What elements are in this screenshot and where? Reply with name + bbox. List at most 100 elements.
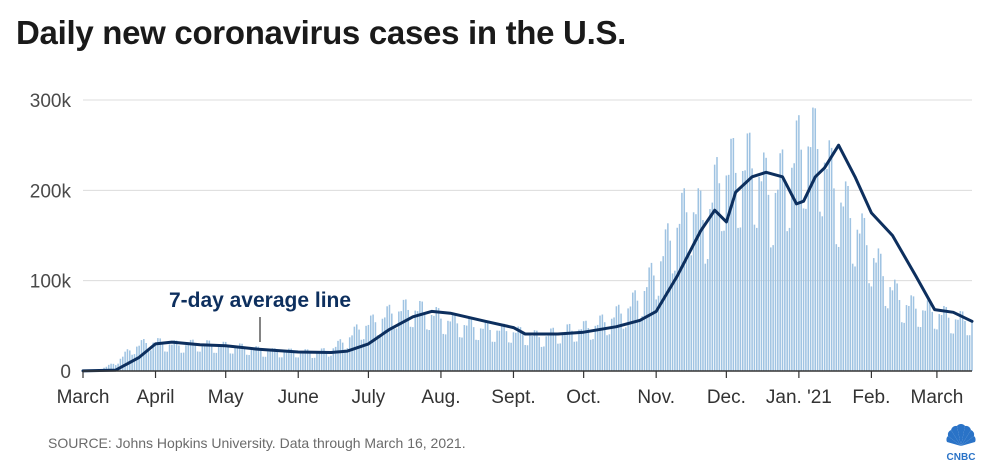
y-tick-label: 100k — [30, 272, 72, 293]
case-bar — [578, 330, 580, 371]
case-bar — [955, 319, 957, 371]
case-bar — [166, 352, 168, 371]
case-bar — [929, 301, 931, 371]
case-bar — [414, 311, 416, 371]
case-bar — [543, 346, 545, 371]
x-tick-label: March — [57, 387, 110, 408]
case-bar — [471, 319, 473, 371]
case-bar — [775, 193, 777, 371]
case-bar — [854, 266, 856, 371]
case-bar — [576, 341, 578, 371]
case-bar — [199, 352, 201, 371]
case-bar — [950, 333, 952, 371]
source-note: SOURCE: Johns Hopkins University. Data t… — [48, 435, 466, 451]
case-bar — [857, 230, 859, 371]
case-bar — [127, 349, 129, 371]
case-bar — [412, 327, 414, 371]
x-tick-label: Oct. — [566, 387, 601, 408]
case-bar — [763, 152, 765, 371]
logo-text: CNBC — [947, 452, 976, 462]
case-bar — [747, 133, 749, 371]
case-bar — [534, 330, 536, 371]
case-bar — [609, 334, 611, 371]
case-bar — [690, 255, 692, 371]
case-bar — [945, 307, 947, 371]
case-bar — [908, 306, 910, 371]
annotation-label: 7-day average line — [169, 289, 351, 312]
case-bar — [681, 193, 683, 371]
case-bar — [917, 327, 919, 371]
case-bar — [538, 337, 540, 371]
case-bar — [230, 353, 232, 371]
case-bar — [213, 353, 215, 371]
case-bar — [232, 354, 234, 371]
case-bar — [927, 300, 929, 371]
case-bar — [693, 212, 695, 371]
case-bar — [796, 121, 798, 371]
case-bar — [501, 324, 503, 371]
case-bar — [253, 350, 255, 371]
case-bar — [899, 300, 901, 371]
case-bar — [838, 247, 840, 371]
case-bar — [574, 342, 576, 371]
case-bar — [772, 245, 774, 371]
x-tick-label: May — [208, 387, 244, 408]
x-tick-label: Feb. — [852, 387, 890, 408]
case-bar — [180, 353, 182, 371]
case-bar — [508, 342, 510, 371]
case-bar — [831, 148, 833, 371]
case-bar — [459, 337, 461, 371]
y-tick-label: 0 — [60, 362, 71, 383]
case-bar — [688, 254, 690, 371]
case-bar — [281, 357, 283, 371]
case-bar — [335, 347, 337, 371]
case-bar — [171, 345, 173, 371]
case-bar — [667, 223, 669, 371]
case-bar — [971, 321, 973, 371]
case-bar — [293, 352, 295, 371]
case-bar — [705, 264, 707, 371]
case-bar — [197, 351, 199, 371]
case-bar — [340, 339, 342, 371]
case-bar — [723, 231, 725, 371]
case-bar — [826, 169, 828, 371]
case-bar — [735, 173, 737, 371]
case-bar — [719, 183, 721, 371]
case-bar — [461, 338, 463, 371]
case-bar — [419, 301, 421, 371]
case-bar — [567, 324, 569, 371]
case-bar — [599, 316, 601, 371]
case-bar — [751, 168, 753, 371]
case-bar — [571, 331, 573, 371]
case-bar — [557, 344, 559, 371]
case-bar — [627, 308, 629, 371]
case-bar — [396, 328, 398, 371]
case-bar — [662, 256, 664, 371]
case-bar — [674, 271, 676, 371]
case-bar — [969, 335, 971, 371]
case-bar — [403, 300, 405, 371]
case-bar — [721, 231, 723, 371]
case-bar — [672, 273, 674, 371]
case-bar — [464, 325, 466, 371]
case-bar — [447, 321, 449, 371]
case-bar — [545, 336, 547, 371]
case-bar — [597, 325, 599, 371]
case-bar — [807, 146, 809, 371]
x-tick-label: Jan. '21 — [766, 387, 832, 408]
case-bar — [342, 343, 344, 371]
case-bar — [569, 324, 571, 371]
case-bar — [183, 353, 185, 371]
case-bar — [669, 241, 671, 371]
case-bar — [337, 341, 339, 371]
case-bar — [524, 345, 526, 371]
case-bar — [276, 352, 278, 371]
case-bar — [265, 357, 267, 371]
case-bar — [922, 310, 924, 371]
case-bar — [251, 349, 253, 371]
case-bar — [812, 108, 814, 371]
case-bar — [742, 171, 744, 371]
case-bar — [639, 319, 641, 371]
case-bar — [960, 311, 962, 371]
